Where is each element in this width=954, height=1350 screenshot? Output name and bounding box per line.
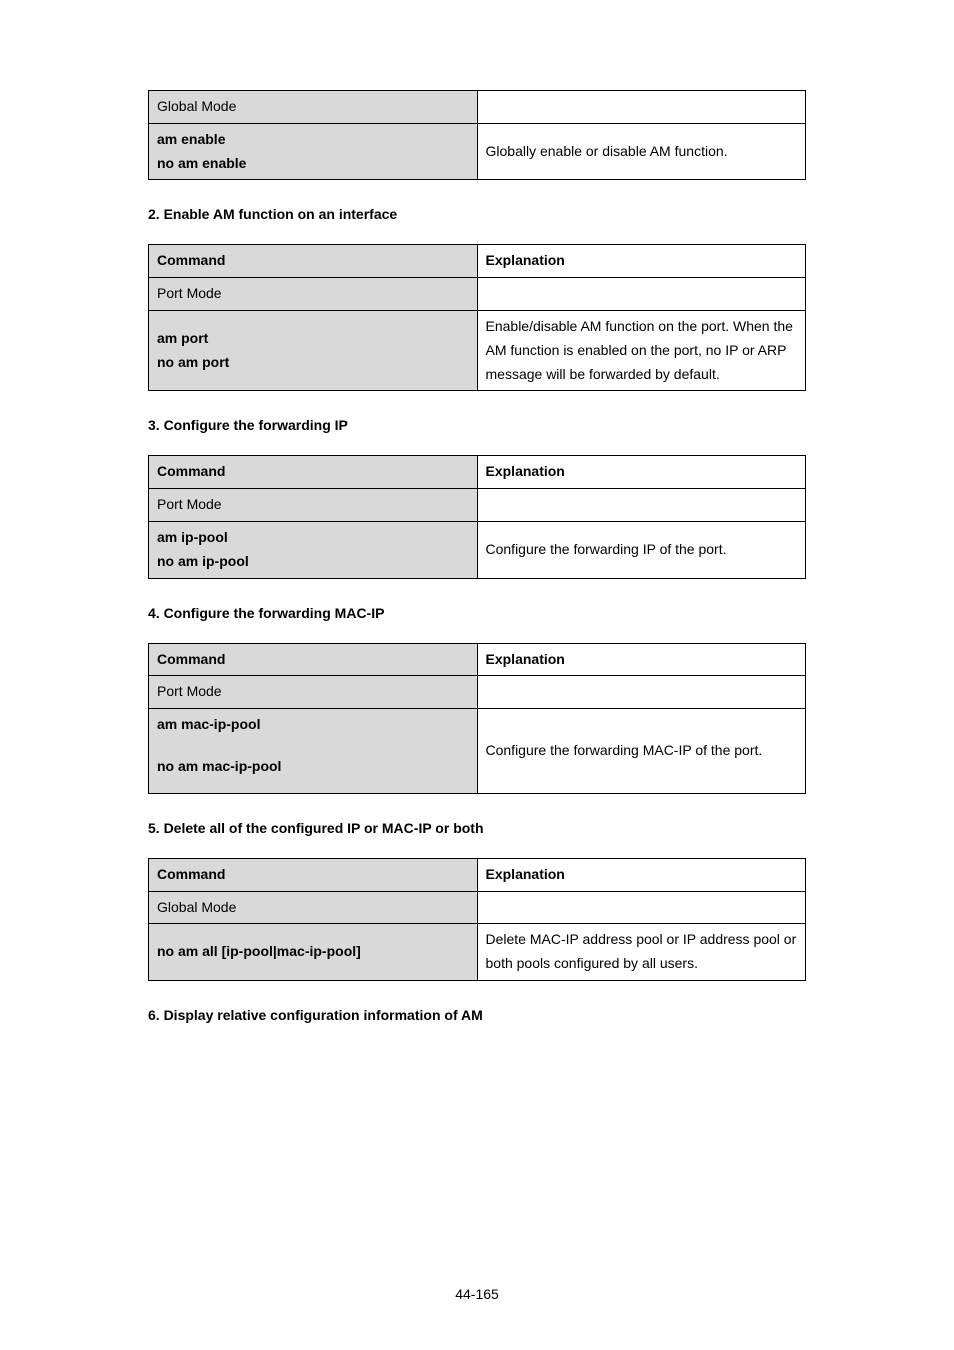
table2-header-explanation: Explanation	[477, 245, 806, 278]
table2-port-mode: Port Mode	[149, 278, 478, 311]
table2-explanation: Enable/disable AM function on the port. …	[477, 310, 806, 390]
table3-header-command: Command	[149, 456, 478, 489]
table3-cmd-no-am-ip-pool: no am ip-pool	[157, 550, 469, 574]
heading-section-5: 5. Delete all of the configured IP or MA…	[148, 820, 806, 836]
table5-header-explanation: Explanation	[477, 858, 806, 891]
table2-header-command: Command	[149, 245, 478, 278]
table1-empty	[477, 91, 806, 124]
table3-commands: am ip-pool no am ip-pool	[149, 521, 478, 578]
table4-cmd-am-mac-ip-pool: am mac-ip-pool	[157, 713, 469, 737]
heading-section-6: 6. Display relative configuration inform…	[148, 1007, 806, 1023]
table3-header-explanation: Explanation	[477, 456, 806, 489]
table1-commands: am enable no am enable	[149, 123, 478, 180]
table5-explanation: Delete MAC-IP address pool or IP address…	[477, 924, 806, 981]
table5-empty	[477, 891, 806, 924]
table4-header-explanation: Explanation	[477, 643, 806, 676]
table3-explanation: Configure the forwarding IP of the port.	[477, 521, 806, 578]
table5-cmd-no-am-all: no am all [ip-pool|mac-ip-pool]	[149, 924, 478, 981]
table4-commands: am mac-ip-pool no am mac-ip-pool	[149, 709, 478, 794]
table-5: Command Explanation Global Mode no am al…	[148, 858, 806, 981]
table-2: Command Explanation Port Mode am port no…	[148, 244, 806, 391]
table2-empty	[477, 278, 806, 311]
table4-port-mode: Port Mode	[149, 676, 478, 709]
heading-section-4: 4. Configure the forwarding MAC-IP	[148, 605, 806, 621]
table5-header-command: Command	[149, 858, 478, 891]
table4-empty	[477, 676, 806, 709]
table3-port-mode: Port Mode	[149, 489, 478, 522]
table3-empty	[477, 489, 806, 522]
page-footer: 44-165	[148, 1286, 806, 1302]
table4-explanation: Configure the forwarding MAC-IP of the p…	[477, 709, 806, 794]
heading-section-2: 2. Enable AM function on an interface	[148, 206, 806, 222]
table1-cmd-am-enable: am enable	[157, 128, 469, 152]
table4-cmd-no-am-mac-ip-pool: no am mac-ip-pool	[157, 755, 469, 779]
table4-header-command: Command	[149, 643, 478, 676]
table3-cmd-am-ip-pool: am ip-pool	[157, 526, 469, 550]
table1-cmd-no-am-enable: no am enable	[157, 152, 469, 176]
table2-cmd-no-am-port: no am port	[157, 351, 469, 375]
table-1: Global Mode am enable no am enable Globa…	[148, 90, 806, 180]
table5-global-mode: Global Mode	[149, 891, 478, 924]
table2-cmd-am-port: am port	[157, 327, 469, 351]
table-3: Command Explanation Port Mode am ip-pool…	[148, 455, 806, 578]
heading-section-3: 3. Configure the forwarding IP	[148, 417, 806, 433]
table-4: Command Explanation Port Mode am mac-ip-…	[148, 643, 806, 794]
table2-commands: am port no am port	[149, 310, 478, 390]
table1-global-mode: Global Mode	[149, 91, 478, 124]
table1-explanation: Globally enable or disable AM function.	[477, 123, 806, 180]
